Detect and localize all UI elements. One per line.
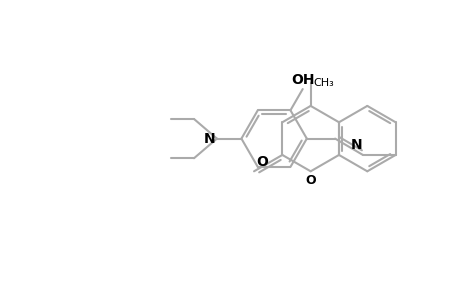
Text: OH: OH bbox=[291, 73, 314, 87]
Text: N: N bbox=[203, 132, 214, 145]
Text: CH₃: CH₃ bbox=[313, 78, 334, 88]
Text: O: O bbox=[256, 155, 267, 169]
Text: O: O bbox=[305, 174, 315, 187]
Text: N: N bbox=[350, 138, 361, 152]
